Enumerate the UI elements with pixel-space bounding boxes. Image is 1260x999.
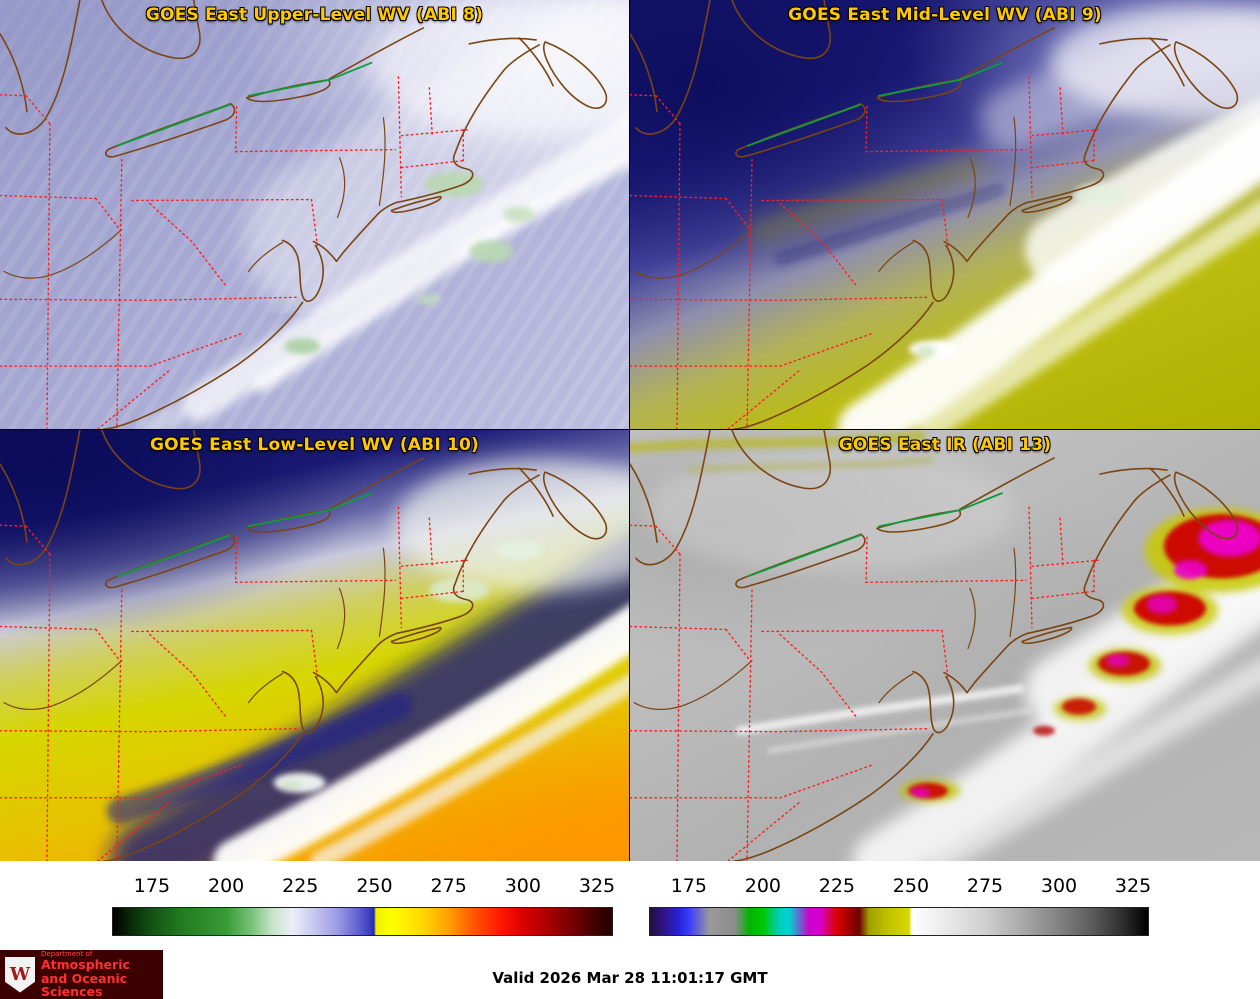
panel-ir: GOES East IR (ABI 13) (630, 430, 1260, 861)
colorbar-tick-label: 225 (818, 875, 856, 897)
colorbar-tick-label: 225 (282, 875, 319, 897)
valid-time-label: Valid 2026 Mar 28 11:01:17 GMT (492, 969, 768, 987)
panel-title-upper-level-wv: GOES East Upper-Level WV (ABI 8) (145, 5, 484, 25)
colorbar-tick-label: 250 (356, 875, 393, 897)
colorbar-tick-label: 325 (578, 875, 616, 897)
logo-name-line2: and Oceanic Sciences (41, 970, 128, 999)
colorbar-tick-label: 300 (1040, 875, 1078, 897)
panel-low-level-wv: GOES East Low-Level WV (ABI 10) (0, 430, 630, 861)
cloud-and-map-overlay (630, 430, 1260, 861)
satellite-panel-grid: GOES East Upper-Level WV (ABI 8) GOES Ea… (0, 0, 1260, 861)
logo-text-block: Department of Atmospheric and Oceanic Sc… (41, 950, 163, 999)
cloud-and-map-overlay (630, 0, 1260, 429)
ir-colorbar-tick-labels: 175 200 225 250 275 300 325 (650, 875, 1152, 901)
wv-temperature-colorbar (112, 907, 613, 936)
colorbar-tick-label: 325 (1114, 875, 1152, 897)
panel-upper-level-wv: GOES East Upper-Level WV (ABI 8) (0, 0, 630, 430)
cloud-and-map-overlay (0, 0, 629, 429)
panel-title-low-level-wv: GOES East Low-Level WV (ABI 10) (149, 435, 479, 455)
colorbar-tick-label: 300 (504, 875, 541, 897)
colorbar-tick-label: 175 (670, 875, 707, 897)
colorbar-tick-label: 200 (207, 875, 245, 897)
colorbar-tick-label: 200 (744, 875, 782, 897)
ir-temperature-colorbar (649, 907, 1149, 936)
wv-colorbar-tick-labels: 175 200 225 250 275 300 325 (113, 875, 616, 901)
panel-title-ir: GOES East IR (ABI 13) (838, 435, 1052, 455)
uw-aos-logo: W Department of Atmospheric and Oceanic … (0, 950, 163, 999)
logo-department-label: Department of (41, 950, 93, 959)
colorbar-tick-label: 250 (892, 875, 930, 897)
cloud-and-map-overlay (0, 430, 629, 861)
logo-name-line1: Atmospheric (41, 957, 130, 973)
colorbar-tick-label: 275 (966, 875, 1004, 897)
colorbar-footer: 175 200 225 250 275 300 325 175 200 225 … (0, 861, 1260, 999)
panel-mid-level-wv: GOES East Mid-Level WV (ABI 9) (630, 0, 1260, 430)
panel-title-mid-level-wv: GOES East Mid-Level WV (ABI 9) (788, 5, 1102, 25)
colorbar-tick-label: 275 (430, 875, 467, 897)
colorbar-tick-label: 175 (133, 875, 171, 897)
